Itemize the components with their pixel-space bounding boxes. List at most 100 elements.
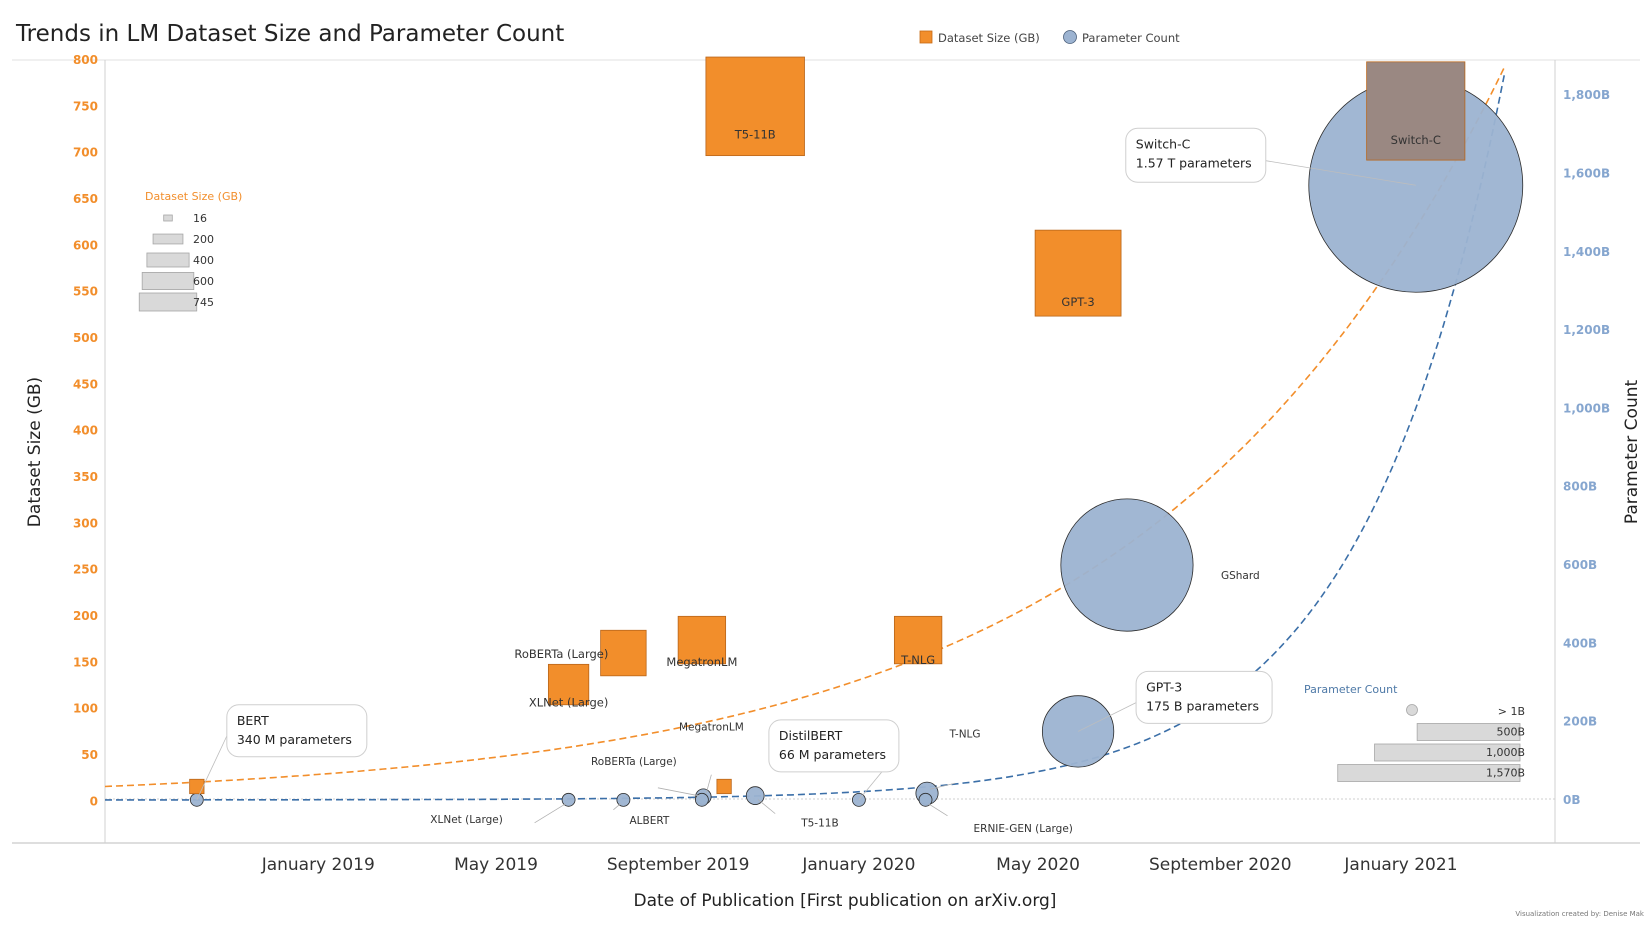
chart-title: Trends in LM Dataset Size and Parameter … xyxy=(15,21,564,47)
left-tick-label: 0 xyxy=(90,794,98,808)
right-tick-label: 600B xyxy=(1563,558,1597,572)
legend-swatch-params xyxy=(1063,30,1077,44)
left-tick-label: 400 xyxy=(73,424,98,438)
legend-label: Dataset Size (GB) xyxy=(938,31,1040,45)
callout-line2: 1.57 T parameters xyxy=(1136,155,1252,170)
right-tick-label: 1,000B xyxy=(1563,401,1610,415)
right-tick-label: 200B xyxy=(1563,715,1597,729)
callout-leader xyxy=(196,735,228,800)
dataset-label-megatronlm: MegatronLM xyxy=(666,655,737,669)
param-label-albert: ALBERT xyxy=(629,815,669,827)
legend-label: Parameter Count xyxy=(1082,31,1180,45)
x-tick-label: January 2019 xyxy=(261,855,375,875)
callout-box xyxy=(226,704,368,758)
size-legend-label: 500B xyxy=(1496,726,1525,739)
callout-line1: DistilBERT xyxy=(779,728,843,743)
dataset-label-switch-c: Switch-C xyxy=(1391,133,1441,147)
callout-line2: 175 B parameters xyxy=(1146,698,1259,713)
param-label-ernie-gen-large-: ERNIE-GEN (Large) xyxy=(974,823,1073,835)
trend-line-params xyxy=(105,72,1506,801)
param-point-xlnet-large- xyxy=(561,792,576,807)
callout-line2: 340 M parameters xyxy=(237,732,352,747)
size-legend-swatch xyxy=(163,214,173,222)
x-tick-label: September 2019 xyxy=(607,855,750,875)
y-axis-title-right: Parameter Count xyxy=(1622,380,1642,525)
size-legend-swatch xyxy=(146,252,190,268)
size-legend-dataset: Dataset Size (GB) 16 200 400 600 745 xyxy=(138,190,242,312)
left-tick-label: 700 xyxy=(73,146,98,160)
left-tick-label: 750 xyxy=(73,99,98,113)
leader-line xyxy=(928,803,948,817)
size-legend-swatch xyxy=(1374,743,1521,762)
dataset-point-gpt-3 xyxy=(1034,229,1122,317)
x-tick-label: September 2020 xyxy=(1149,855,1292,875)
left-tick-label: 800 xyxy=(73,53,98,67)
param-label-gshard: GShard xyxy=(1221,570,1260,582)
left-tick-label: 100 xyxy=(73,702,98,716)
size-legend-swatch xyxy=(152,233,184,245)
right-tick-label: 400B xyxy=(1563,636,1597,650)
size-legend-label: 16 xyxy=(193,212,207,225)
right-tick-label: 1,800B xyxy=(1563,88,1610,102)
callout-leader xyxy=(1077,702,1137,732)
right-tick-label: 1,600B xyxy=(1563,167,1610,181)
param-label-megatronlm: MegatronLM xyxy=(679,722,744,734)
dataset-label-t5-11b: T5-11B xyxy=(734,127,776,141)
param-label-t-nlg: T-NLG xyxy=(948,728,980,740)
leader-line xyxy=(613,803,621,811)
right-tick-label: 1,400B xyxy=(1563,245,1610,259)
param-point-t5-11b xyxy=(745,786,765,805)
dataset-point-t-nlg xyxy=(893,615,943,665)
param-point-albert xyxy=(616,792,631,807)
dataset-point-roberta-large- xyxy=(600,629,647,677)
size-legend-swatch xyxy=(1416,723,1521,741)
callout-box xyxy=(768,719,900,773)
size-legend-label: 400 xyxy=(193,254,214,267)
callout-line2: 66 M parameters xyxy=(779,747,886,762)
param-label-xlnet-large-: XLNet (Large) xyxy=(430,814,503,826)
param-label-roberta-large-: RoBERTa (Large) xyxy=(591,756,677,768)
left-tick-label: 150 xyxy=(73,655,98,669)
trend-line-dataset xyxy=(104,66,1506,788)
left-axis-ticks: 0 50 100 150 200 250 300 350 400 450 500 550 600 650 7… xyxy=(73,53,98,808)
callout-line1: GPT-3 xyxy=(1146,679,1182,694)
size-legend-title: Parameter Count xyxy=(1304,683,1398,696)
size-legend-label: > 1B xyxy=(1498,705,1525,718)
leader-line xyxy=(757,799,776,814)
x-tick-label: January 2020 xyxy=(801,855,915,875)
dataset-label-roberta-large-: RoBERTa (Large) xyxy=(514,647,608,661)
left-tick-label: 350 xyxy=(73,470,98,484)
leader-line xyxy=(705,774,712,793)
x-axis-ticks: January 2019 May 2019 September 2019 Januar… xyxy=(261,855,1458,875)
size-legend-swatch xyxy=(141,272,195,290)
size-legend-label: 200 xyxy=(193,233,214,246)
right-tick-label: 0B xyxy=(1563,793,1581,807)
callout-line1: BERT xyxy=(237,713,269,728)
size-legend-label: 1,000B xyxy=(1486,746,1525,759)
x-tick-label: May 2020 xyxy=(996,855,1080,875)
size-legend-swatch xyxy=(138,292,198,312)
left-tick-label: 550 xyxy=(73,285,98,299)
dataset-label-xlnet-large-: XLNet (Large) xyxy=(529,696,608,710)
left-tick-label: 250 xyxy=(73,563,98,577)
param-label-t5-11b: T5-11B xyxy=(800,818,838,830)
param-point-roberta-large- xyxy=(694,792,709,807)
right-tick-label: 800B xyxy=(1563,480,1597,494)
callout-box xyxy=(1135,670,1273,724)
x-axis-title: Date of Publication [First publication o… xyxy=(634,891,1057,911)
callout-leader xyxy=(1265,160,1416,186)
leader-line xyxy=(657,787,699,797)
dataset-label-t-nlg: T-NLG xyxy=(900,653,935,667)
callout-box xyxy=(1125,127,1267,183)
left-tick-label: 650 xyxy=(73,192,98,206)
leader-line xyxy=(534,803,566,824)
size-legend-label: 1,570B xyxy=(1486,767,1525,780)
size-legend-swatch xyxy=(1337,764,1521,782)
dataset-point-switch-c xyxy=(1366,61,1466,161)
legend: Dataset Size (GB) Parameter Count xyxy=(919,30,1180,45)
dataset-label-gpt-3: GPT-3 xyxy=(1061,295,1094,309)
dataset-point-distilbert xyxy=(716,778,732,795)
left-tick-label: 200 xyxy=(73,609,98,623)
credit-text: Visualization created by: Denise Mak xyxy=(1515,910,1645,918)
